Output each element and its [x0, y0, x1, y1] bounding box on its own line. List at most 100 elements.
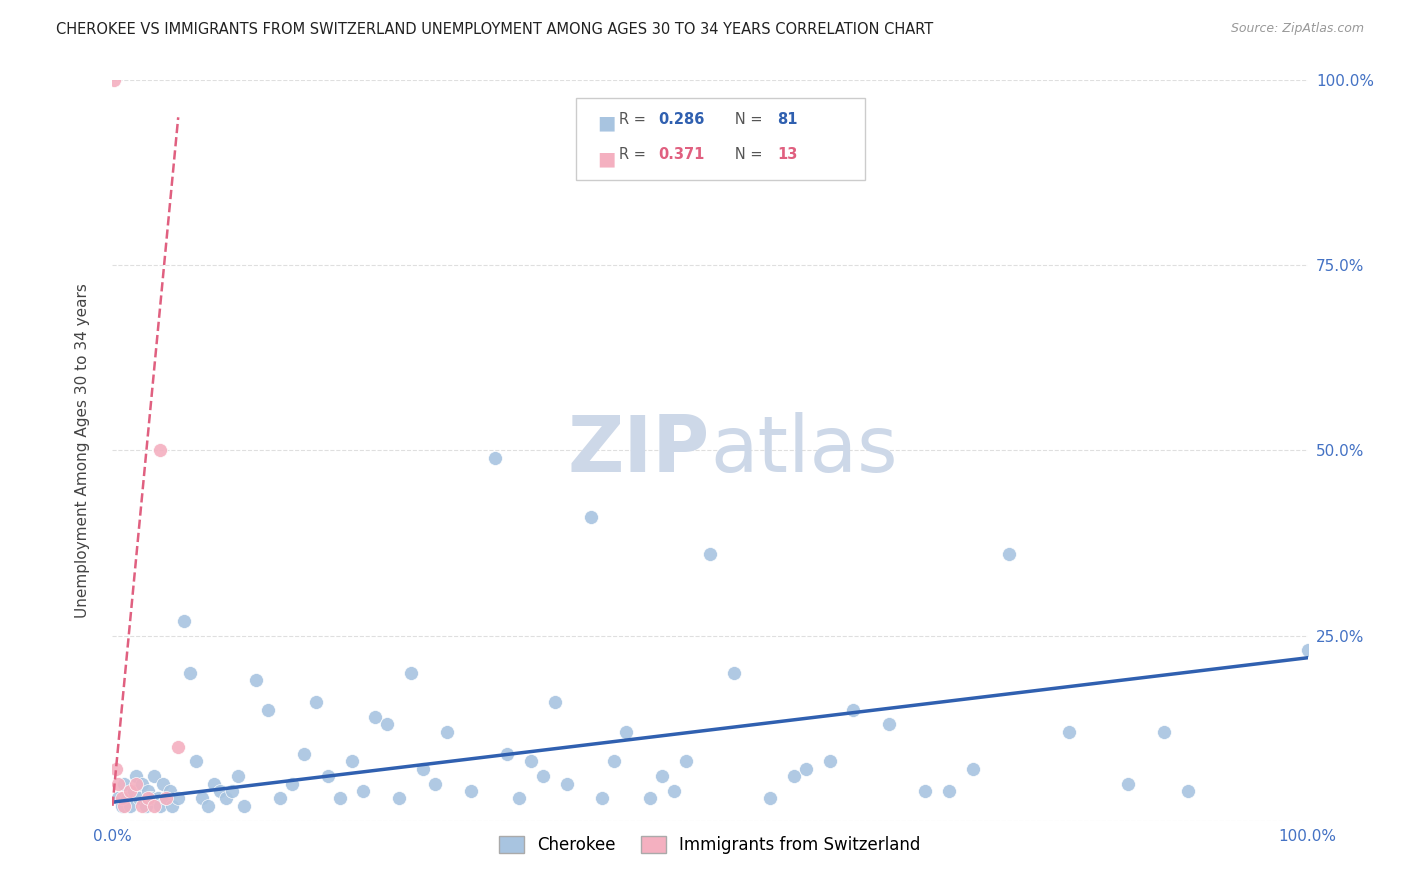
- Point: [143, 798, 166, 813]
- Point: [388, 791, 411, 805]
- Point: [111, 791, 134, 805]
- Point: [818, 755, 841, 769]
- Text: ■: ■: [598, 149, 616, 168]
- Point: [173, 614, 195, 628]
- Point: [579, 510, 602, 524]
- Point: [281, 776, 304, 791]
- Point: [555, 776, 578, 791]
- Point: [377, 717, 399, 731]
- Point: [531, 769, 554, 783]
- Text: R =: R =: [619, 112, 650, 127]
- Point: [226, 769, 249, 783]
- Point: [167, 739, 190, 754]
- Point: [794, 762, 817, 776]
- Point: [186, 755, 208, 769]
- Point: [759, 791, 782, 805]
- Point: [128, 791, 150, 805]
- Point: [131, 798, 153, 813]
- Point: [107, 776, 129, 791]
- Point: [191, 791, 214, 805]
- Point: [496, 747, 519, 761]
- Text: 0.371: 0.371: [658, 147, 704, 162]
- Point: [209, 784, 232, 798]
- Point: [305, 695, 328, 709]
- Point: [675, 755, 697, 769]
- Point: [543, 695, 565, 709]
- Point: [138, 791, 160, 805]
- Point: [111, 798, 134, 813]
- Point: [1153, 724, 1175, 739]
- Point: [149, 798, 172, 813]
- Text: ZIP: ZIP: [568, 412, 710, 489]
- Point: [664, 784, 686, 798]
- Point: [269, 791, 291, 805]
- Point: [616, 724, 638, 739]
- Point: [107, 791, 129, 805]
- Point: [167, 791, 190, 805]
- Point: [143, 769, 166, 783]
- Point: [1118, 776, 1140, 791]
- Text: N =: N =: [721, 112, 768, 127]
- Point: [114, 776, 135, 791]
- Point: [699, 547, 721, 561]
- Point: [120, 798, 142, 813]
- Point: [914, 784, 936, 798]
- Point: [149, 443, 172, 458]
- Text: N =: N =: [721, 147, 768, 162]
- Point: [520, 755, 543, 769]
- Text: 81: 81: [778, 112, 799, 127]
- Point: [329, 791, 352, 805]
- Point: [1057, 724, 1080, 739]
- Text: atlas: atlas: [710, 412, 897, 489]
- Point: [938, 784, 960, 798]
- Point: [592, 791, 614, 805]
- Point: [640, 791, 662, 805]
- Point: [1296, 643, 1319, 657]
- Text: ■: ■: [598, 113, 616, 132]
- Point: [138, 784, 160, 798]
- Point: [723, 665, 745, 680]
- Text: 0.286: 0.286: [658, 112, 704, 127]
- Point: [202, 776, 225, 791]
- Point: [292, 747, 315, 761]
- Point: [508, 791, 530, 805]
- Point: [316, 769, 339, 783]
- Point: [842, 703, 865, 717]
- Point: [425, 776, 447, 791]
- Point: [962, 762, 984, 776]
- Point: [162, 798, 183, 813]
- Point: [233, 798, 256, 813]
- Point: [879, 717, 901, 731]
- Point: [651, 769, 673, 783]
- Point: [998, 547, 1021, 561]
- Point: [155, 791, 177, 805]
- Point: [179, 665, 201, 680]
- Point: [197, 798, 219, 813]
- Point: [340, 755, 363, 769]
- Text: R =: R =: [619, 147, 650, 162]
- Point: [155, 791, 177, 805]
- Point: [114, 798, 135, 813]
- Text: CHEROKEE VS IMMIGRANTS FROM SWITZERLAND UNEMPLOYMENT AMONG AGES 30 TO 34 YEARS C: CHEROKEE VS IMMIGRANTS FROM SWITZERLAND …: [56, 22, 934, 37]
- Y-axis label: Unemployment Among Ages 30 to 34 years: Unemployment Among Ages 30 to 34 years: [76, 283, 90, 618]
- Point: [105, 762, 128, 776]
- Point: [122, 784, 145, 798]
- Text: 13: 13: [778, 147, 797, 162]
- Point: [215, 791, 238, 805]
- Text: Source: ZipAtlas.com: Source: ZipAtlas.com: [1230, 22, 1364, 36]
- Point: [353, 784, 375, 798]
- Point: [460, 784, 482, 798]
- Point: [131, 776, 153, 791]
- Point: [120, 784, 142, 798]
- Point: [1177, 784, 1199, 798]
- Point: [436, 724, 458, 739]
- Point: [125, 769, 148, 783]
- Point: [103, 73, 125, 87]
- Point: [245, 673, 267, 687]
- Point: [484, 450, 506, 465]
- Point: [603, 755, 626, 769]
- Legend: Cherokee, Immigrants from Switzerland: Cherokee, Immigrants from Switzerland: [492, 829, 928, 861]
- Point: [125, 776, 148, 791]
- Point: [135, 798, 157, 813]
- Point: [146, 791, 169, 805]
